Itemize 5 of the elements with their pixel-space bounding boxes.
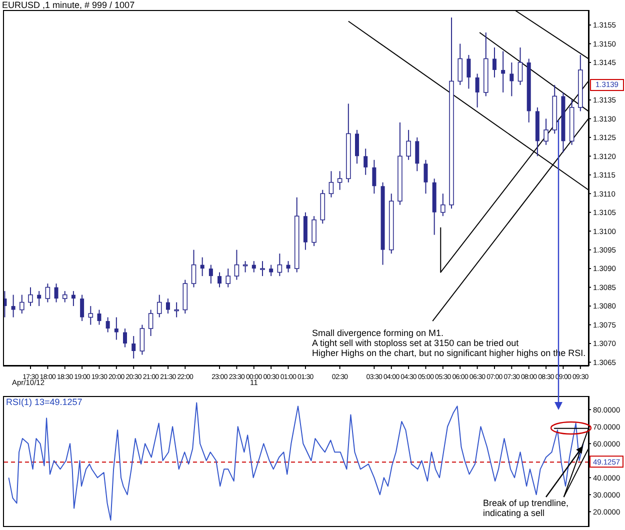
annotation: A tight sell with stoploss set at 3150 can be tried out xyxy=(312,338,520,348)
annotation: Break of up trendline, indicating a sell xyxy=(483,498,569,518)
chart-title: EURUSD ,1 minute, # 999 / 1007 xyxy=(2,0,135,10)
annotation: Small divergence forming on M1. xyxy=(312,328,445,338)
chart-title: RSI(1) 13=49.1257 xyxy=(6,397,82,407)
